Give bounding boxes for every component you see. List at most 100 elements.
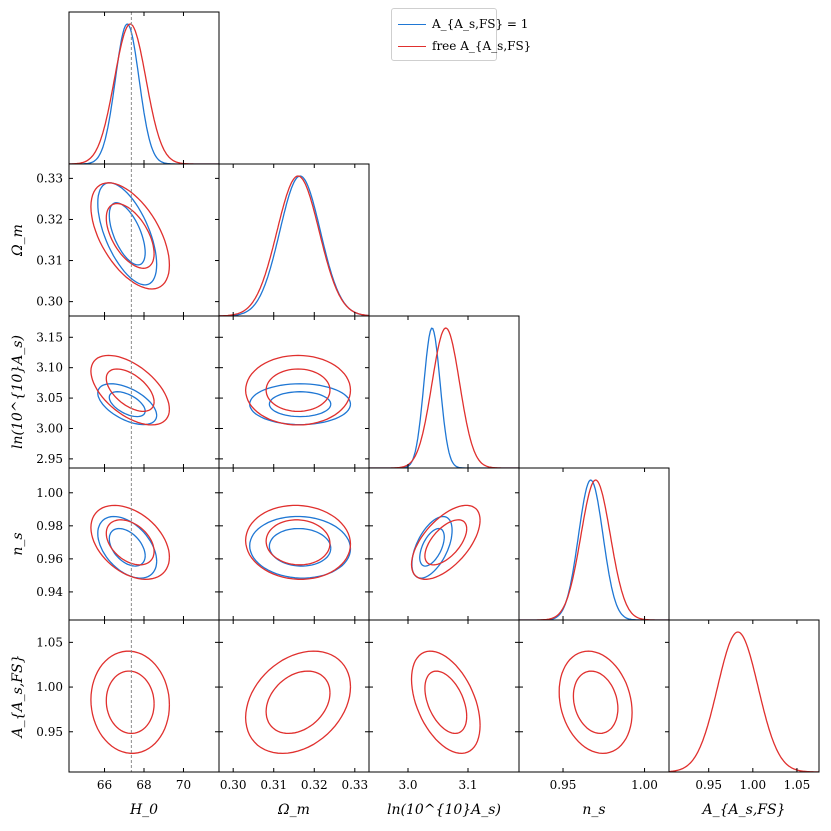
x-tick-label-H0: 70 <box>176 778 191 792</box>
y-tick-label-Afs: 1.00 <box>36 680 63 694</box>
x-axis-label-lnAs: ln(10^{10}A_s) <box>387 802 501 818</box>
x-axis-label-H0: H_0 <box>129 802 158 818</box>
panel-H0-Afs <box>68 619 220 773</box>
x-tick-label-Om: 0.33 <box>341 778 368 792</box>
y-tick-label-Om: 0.32 <box>36 212 63 226</box>
y-tick-label-lnAs: 2.95 <box>36 452 63 466</box>
blue-contour-lnAs-ns-95 <box>411 515 453 579</box>
blue-contour-H0-ns-95 <box>97 515 158 579</box>
red-contour-Om-ns-68 <box>265 519 331 566</box>
legend-entry-free: free A_{A_s,FS} <box>398 39 531 53</box>
x-tick-label-Om: 0.30 <box>220 778 247 792</box>
red-contour-H0-ns-95 <box>90 504 171 580</box>
x-tick-label-ns: 0.95 <box>550 778 577 792</box>
red-marginal-ns <box>519 479 669 620</box>
red-contour-lnAs-ns-95 <box>410 504 481 580</box>
panel-H0-ns <box>68 467 220 621</box>
red-contour-H0-lnAs-95 <box>90 354 171 426</box>
blue-contour-H0-lnAs-68 <box>108 391 146 418</box>
panel-Om-Om <box>218 163 370 317</box>
y-tick-label-lnAs: 3.05 <box>36 391 63 405</box>
x-tick-label-Afs: 1.00 <box>739 778 766 792</box>
x-axis-label-ns: n_s <box>582 802 605 818</box>
y-tick-label-ns: 1.00 <box>36 486 63 500</box>
blue-marginal-lnAs <box>369 327 519 468</box>
red-marginal-Om <box>219 175 369 316</box>
blue-contour-Om-lnAs-68 <box>268 391 332 418</box>
red-contour-Om-lnAs-68 <box>265 368 331 413</box>
blue-contour-H0-ns-68 <box>108 527 146 567</box>
panel-frame <box>68 315 220 469</box>
panel-frame <box>218 619 370 773</box>
legend-label-fixed: A_{A_s,FS} = 1 <box>432 17 529 31</box>
red-contour-H0-lnAs-68 <box>105 368 155 413</box>
x-tick-label-H0: 66 <box>97 778 112 792</box>
y-axis-label-Om: Ω_m <box>10 224 26 257</box>
red-marginal-H0 <box>69 23 219 164</box>
red-contour-ns-Afs-95 <box>558 650 633 755</box>
y-tick-label-ns: 0.96 <box>36 552 63 566</box>
panel-H0-Om <box>68 163 220 317</box>
panel-H0-H0 <box>68 11 220 165</box>
x-tick-label-lnAs: 3.1 <box>458 778 477 792</box>
panel-H0-lnAs <box>68 315 220 469</box>
y-tick-label-Afs: 1.05 <box>36 635 63 649</box>
red-contour-Om-Afs-95 <box>244 650 352 755</box>
x-tick-label-Om: 0.31 <box>260 778 287 792</box>
panel-ns-ns <box>518 467 670 621</box>
panel-frame <box>368 315 520 469</box>
y-tick-label-lnAs: 3.15 <box>36 330 63 344</box>
x-tick-label-Afs: 0.95 <box>695 778 722 792</box>
y-tick-label-Om: 0.30 <box>36 295 63 309</box>
y-tick-label-lnAs: 3.00 <box>36 421 63 435</box>
panel-frame <box>518 619 670 773</box>
x-tick-label-ns: 1.00 <box>631 778 658 792</box>
blue-marginal-H0 <box>69 23 219 164</box>
red-contour-H0-Afs-95 <box>90 650 171 754</box>
panel-frame <box>518 467 670 621</box>
red-marginal-Afs <box>669 631 819 772</box>
y-tick-label-ns: 0.98 <box>36 519 63 533</box>
blue-contour-H0-lnAs-95 <box>97 383 158 426</box>
red-contour-Om-lnAs-95 <box>244 354 352 426</box>
red-contour-ns-Afs-68 <box>572 670 619 735</box>
red-contour-lnAs-ns-68 <box>424 519 468 566</box>
panel-lnAs-ns <box>368 467 520 621</box>
red-contour-lnAs-Afs-68 <box>424 670 468 735</box>
blue-marginal-ns <box>519 479 669 620</box>
blue-marginal-Om <box>219 175 369 316</box>
x-tick-label-lnAs: 3.0 <box>398 778 417 792</box>
y-tick-label-Om: 0.31 <box>36 254 63 268</box>
x-tick-label-Afs: 1.05 <box>784 778 811 792</box>
red-contour-H0-Om-68 <box>105 202 155 269</box>
blue-contour-H0-Om-68 <box>108 202 146 266</box>
red-marginal-lnAs <box>369 327 519 468</box>
blue-contour-Om-ns-68 <box>268 527 332 567</box>
legend-label-free: free A_{A_s,FS} <box>432 39 532 53</box>
panel-frame <box>218 467 370 621</box>
panel-frame <box>68 467 220 621</box>
panel-frame <box>368 619 520 773</box>
panel-Afs-Afs <box>668 619 820 773</box>
panel-frame <box>668 619 820 773</box>
panel-frame <box>68 11 220 165</box>
x-tick-label-Om: 0.32 <box>301 778 328 792</box>
legend-entry-fixed: A_{A_s,FS} = 1 <box>398 17 528 31</box>
panel-ns-Afs <box>518 619 670 773</box>
panel-frame <box>368 467 520 621</box>
y-axis-label-ns: n_s <box>10 532 26 555</box>
panel-lnAs-Afs <box>368 619 520 773</box>
y-tick-label-ns: 0.94 <box>36 585 63 599</box>
panel-Om-Afs <box>218 619 370 773</box>
y-axis-label-lnAs: ln(10^{10}A_s) <box>10 335 26 449</box>
x-axis-label-Afs: A_{A_s,FS} <box>701 802 786 818</box>
panel-lnAs-lnAs <box>368 315 520 469</box>
red-contour-H0-Om-95 <box>90 182 171 290</box>
red-contour-H0-ns-68 <box>105 519 155 566</box>
red-contour-lnAs-Afs-95 <box>410 650 481 755</box>
panel-Om-lnAs <box>218 315 370 469</box>
red-contour-H0-Afs-68 <box>105 670 155 735</box>
x-tick-label-H0: 68 <box>136 778 151 792</box>
legend-line-blue <box>398 23 426 25</box>
y-axis-label-Afs: A_{A_s,FS} <box>10 655 26 740</box>
